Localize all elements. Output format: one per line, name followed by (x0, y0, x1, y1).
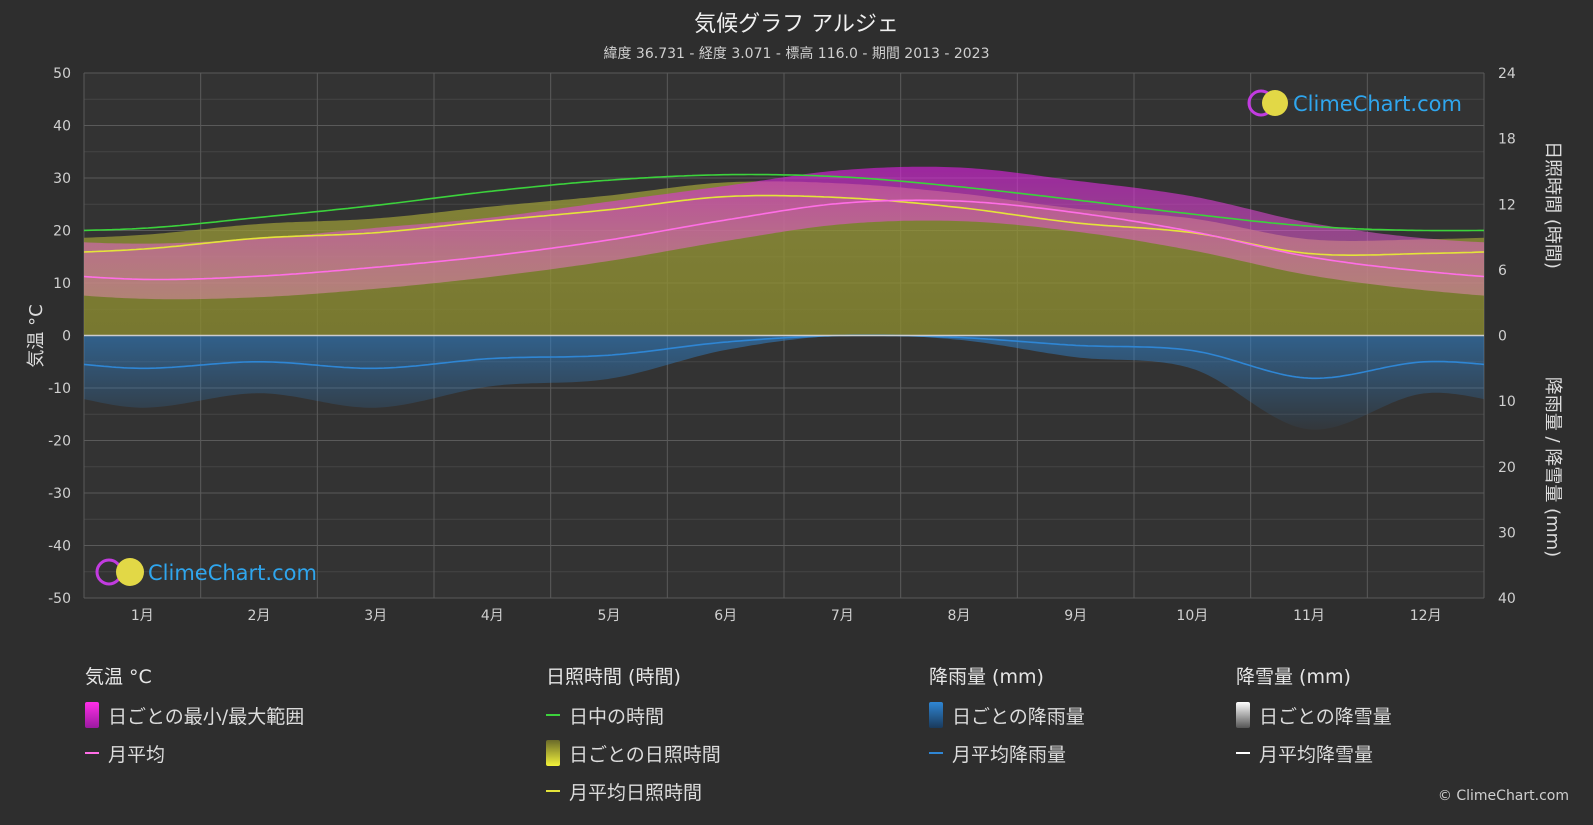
precip-tick-label: 30 (1498, 525, 1516, 541)
rain-avg-line (83, 334, 1485, 380)
legend-label: 月平均 (108, 743, 166, 766)
legend-label: 月平均日照時間 (569, 781, 703, 804)
data-lines (83, 173, 1485, 380)
month-tick-label: 7月 (831, 608, 854, 624)
left-axis-label: 気温 °C (26, 304, 47, 367)
month-tick-label: 11月 (1293, 608, 1325, 624)
swatch-sunshine-avg-icon (546, 790, 560, 792)
watermark-bottom: ClimeChart.com (95, 558, 317, 586)
temp-tick-label: -20 (48, 434, 71, 450)
precip-tick-label: 40 (1498, 591, 1516, 607)
month-tick-label: 10月 (1176, 608, 1208, 624)
legend-header-snow: 降雪量 (mm) (1236, 666, 1351, 688)
watermark-text: ClimeChart.com (148, 561, 317, 585)
sunshine-tick-label: 6 (1498, 263, 1507, 279)
temp-tick-label: 20 (53, 224, 71, 240)
temp-tick-label: 0 (62, 329, 71, 345)
rain-area (84, 335, 1484, 430)
temperature-avg-line (83, 199, 1485, 281)
temp-tick-label: -30 (48, 486, 71, 502)
legend-item-daylight: 日中の時間 (546, 703, 721, 728)
axes: 50 40 30 20 10 0 -10 -20 -30 -40 -50 24 18 12 6 0 10 20 30… (48, 66, 1516, 624)
legend-header-rain: 降雨量 (mm) (929, 666, 1044, 688)
sunshine-tick-label: 24 (1498, 66, 1516, 82)
month-tick-label: 6月 (714, 608, 737, 624)
logo-sun-icon (1262, 90, 1288, 116)
month-tick-label: 1月 (131, 608, 154, 624)
month-tick-label: 8月 (948, 608, 971, 624)
legend-snow: 降雪量 (mm) 日ごとの降雪量 月平均降雪量 (1236, 662, 1392, 779)
daylight-line (83, 173, 1484, 232)
sunshine-tick-label: 0 (1498, 329, 1507, 345)
month-tick-label: 2月 (248, 608, 271, 624)
legend-item-snow-avg: 月平均降雪量 (1236, 741, 1392, 766)
legend-item-daily-rain: 日ごとの降雨量 (929, 702, 1085, 728)
swatch-temp-range-icon (85, 702, 99, 728)
legend-item-temp-range: 日ごとの最小/最大範囲 (85, 702, 305, 728)
legend-header-temperature: 気温 °C (85, 666, 152, 688)
temp-tick-label: -50 (48, 591, 71, 607)
legend-sunshine: 日照時間 (時間) 日中の時間 日ごとの日照時間 月平均日照時間 (546, 662, 721, 817)
right-top-axis-label: 日照時間 (時間) (1542, 141, 1563, 269)
swatch-daily-rain-icon (929, 702, 943, 728)
temp-tick-label: 50 (53, 66, 71, 82)
legend-label: 日ごとの日照時間 (569, 743, 721, 766)
sunshine-tick-label: 18 (1498, 132, 1516, 148)
legend-label: 日ごとの最小/最大範囲 (108, 705, 305, 728)
temp-tick-label: 40 (53, 119, 71, 135)
right-bottom-axis-label: 降雨量 / 降雪量 (mm) (1542, 377, 1563, 557)
legend-rain: 降雨量 (mm) 日ごとの降雨量 月平均降雨量 (929, 662, 1085, 779)
legend-item-daily-sunshine: 日ごとの日照時間 (546, 740, 721, 766)
legend-label: 月平均降雪量 (1259, 743, 1374, 766)
legend-item-sunshine-avg: 月平均日照時間 (546, 779, 721, 804)
temp-tick-label: -10 (48, 381, 71, 397)
swatch-temp-avg-icon (85, 752, 99, 754)
legend-label: 日ごとの降雪量 (1259, 705, 1392, 728)
legend-label: 月平均降雨量 (952, 743, 1067, 766)
month-tick-label: 4月 (481, 608, 504, 624)
swatch-snow-avg-icon (1236, 752, 1250, 754)
chart-title: 気候グラフ アルジェ (694, 12, 899, 37)
temp-tick-label: 30 (53, 171, 71, 187)
swatch-rain-avg-icon (929, 752, 943, 754)
legend-header-sunshine: 日照時間 (時間) (546, 666, 681, 688)
watermark-top: ClimeChart.com (1247, 89, 1462, 117)
data-area (84, 166, 1484, 430)
month-tick-label: 12月 (1410, 608, 1442, 624)
sunshine-tick-label: 12 (1498, 197, 1516, 213)
legend-label: 日ごとの降雨量 (952, 705, 1085, 728)
temperature-range-band (84, 166, 1484, 300)
logo-sun-icon (116, 558, 144, 586)
temp-tick-label: -40 (48, 539, 71, 555)
month-tick-label: 5月 (598, 608, 621, 624)
month-tick-label: 3月 (364, 608, 387, 624)
copyright: © ClimeChart.com (1437, 788, 1569, 804)
legend-item-temp-avg: 月平均 (85, 741, 304, 766)
swatch-daily-sunshine-icon (546, 740, 560, 766)
legend-item-rain-avg: 月平均降雨量 (929, 741, 1085, 766)
legend-item-daily-snow: 日ごとの降雪量 (1236, 702, 1392, 728)
precip-tick-label: 20 (1498, 460, 1516, 476)
watermark-text: ClimeChart.com (1293, 92, 1462, 116)
swatch-daylight-icon (546, 714, 560, 716)
swatch-daily-snow-icon (1236, 702, 1250, 728)
legend-temperature: 気温 °C 日ごとの最小/最大範囲 月平均 (85, 662, 304, 779)
precip-tick-label: 10 (1498, 394, 1516, 410)
climate-chart: 50 40 30 20 10 0 -10 -20 -30 -40 -50 24 18 12 6 0 10 20 30… (26, 66, 1563, 624)
chart-subtitle: 緯度 36.731 - 経度 3.071 - 標高 116.0 - 期間 201… (603, 46, 990, 62)
legend-label: 日中の時間 (569, 705, 665, 728)
temp-tick-label: 10 (53, 276, 71, 292)
month-tick-label: 9月 (1064, 608, 1087, 624)
